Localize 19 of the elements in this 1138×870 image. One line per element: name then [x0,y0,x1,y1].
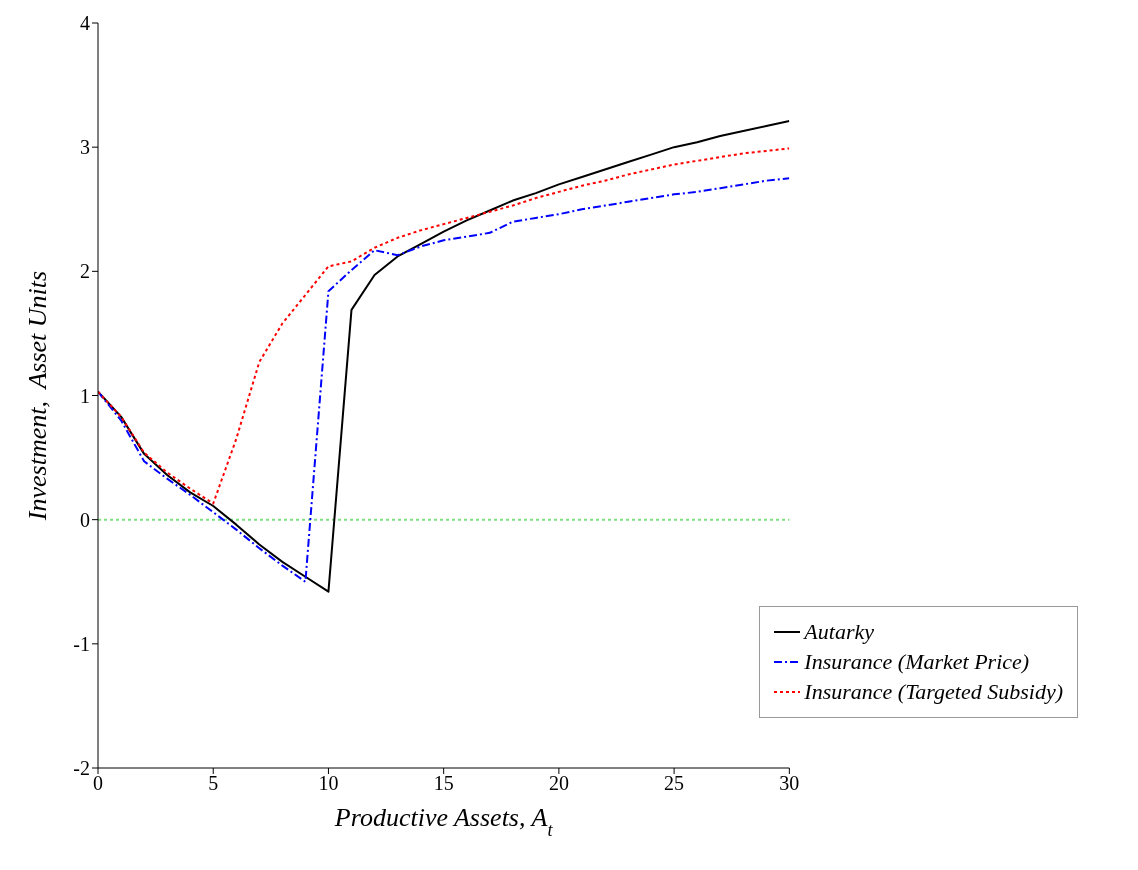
y-tick-label: 3 [80,136,90,159]
y-tick-label: 0 [80,508,90,531]
x-tick-label: 10 [318,772,339,795]
line-series [98,147,790,505]
y-axis-title: Investment, Asset Units [23,270,52,522]
legend-label: Insurance (Targeted Subsidy) [804,678,1063,706]
legend-label: Autarky [804,618,874,646]
x-tick-label: 5 [208,772,219,795]
x-axis-title: Productive Assets, A$_{t}$ [333,803,554,840]
y-tick-label: 2 [80,260,90,283]
x-tick-label: 15 [433,772,454,795]
x-tick-label: 30 [779,772,800,795]
x-tick-label: 20 [548,772,569,795]
x-tick-label: 25 [664,772,685,795]
legend-label: Insurance (Market Price) [804,648,1030,676]
y-tick-label: 4 [80,12,90,35]
y-tick-label: -2 [73,757,90,780]
y-tick-label: 1 [80,384,90,407]
y-tick-label: -1 [73,632,90,655]
